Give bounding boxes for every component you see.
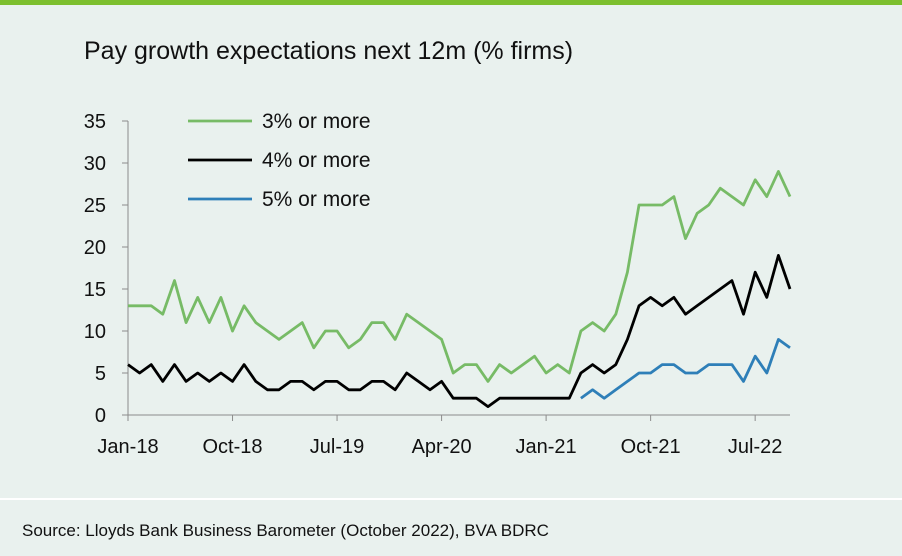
series-line-3 (580, 338, 791, 400)
y-tick-label: 0 (95, 405, 106, 427)
line-chart: 0 5 10 15 20 25 30 35 Jan-18 Oct-18 Jul-19 Apr-20 Ja… (84, 110, 792, 458)
x-tick-label: Jan-21 (516, 436, 577, 458)
x-tick-label: Oct-21 (621, 436, 681, 458)
y-tick-label: 35 (84, 111, 106, 133)
source-note: Source: Lloyds Bank Business Barometer (… (22, 521, 549, 540)
chart-title: Pay growth expectations next 12m (% firm… (84, 37, 574, 65)
y-tick-label: 10 (84, 321, 106, 343)
x-tick-label: Jan-18 (97, 436, 158, 458)
divider (0, 498, 902, 500)
y-tick-label: 5 (95, 363, 106, 385)
y-tick-label: 15 (84, 279, 106, 301)
x-tick-label: Apr-20 (412, 436, 472, 458)
x-tick-label: Oct-18 (203, 436, 263, 458)
legend-label: 3% or more (262, 110, 371, 133)
series-line-1 (128, 170, 792, 383)
y-tick-label: 30 (84, 153, 106, 175)
x-tick-label: Jul-19 (310, 436, 364, 458)
x-tick-label: Jul-22 (728, 436, 782, 458)
legend-label: 4% or more (262, 149, 371, 172)
y-tick-label: 25 (84, 195, 106, 217)
y-tick-label: 20 (84, 237, 106, 259)
legend-label: 5% or more (262, 188, 371, 211)
series-line-2 (127, 254, 792, 408)
